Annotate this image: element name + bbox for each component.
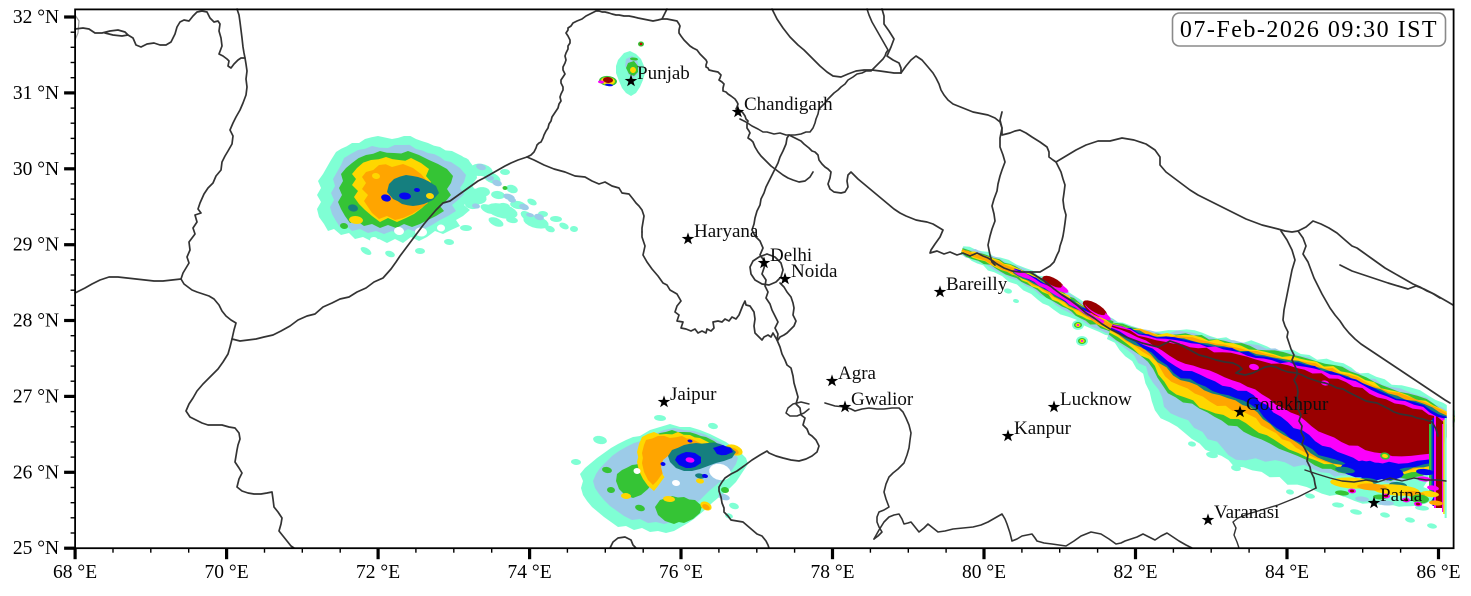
svg-text:Haryana: Haryana [694,221,759,242]
svg-text:Gwalior: Gwalior [851,389,914,410]
svg-text:84 °E: 84 °E [1265,562,1309,583]
svg-text:82 °E: 82 °E [1113,562,1157,583]
svg-text:07-Feb-2026 09:30 IST: 07-Feb-2026 09:30 IST [1180,17,1438,43]
svg-text:70 °E: 70 °E [205,562,249,583]
svg-text:32 °N: 32 °N [13,7,59,28]
svg-text:25 °N: 25 °N [13,538,59,559]
svg-text:Delhi: Delhi [770,245,812,266]
svg-text:30 °N: 30 °N [13,159,59,180]
svg-text:78 °E: 78 °E [810,562,854,583]
svg-text:Agra: Agra [838,363,877,384]
svg-text:86 °E: 86 °E [1416,562,1460,583]
svg-text:Punjab: Punjab [637,63,690,84]
svg-text:Jaipur: Jaipur [670,384,717,405]
svg-text:Lucknow: Lucknow [1060,389,1132,410]
svg-text:Varanasi: Varanasi [1214,502,1279,523]
svg-text:Patna: Patna [1380,485,1423,506]
svg-text:74 °E: 74 °E [508,562,552,583]
svg-text:68 °E: 68 °E [53,562,97,583]
svg-text:76 °E: 76 °E [659,562,703,583]
svg-text:Chandigarh: Chandigarh [744,94,833,115]
svg-text:Gorakhpur: Gorakhpur [1246,394,1329,415]
svg-text:72 °E: 72 °E [356,562,400,583]
svg-text:26 °N: 26 °N [13,462,59,483]
svg-text:Kanpur: Kanpur [1014,418,1072,439]
svg-text:31 °N: 31 °N [13,83,59,104]
svg-text:80 °E: 80 °E [962,562,1006,583]
svg-text:28 °N: 28 °N [13,311,59,332]
svg-text:Bareilly: Bareilly [946,274,1008,295]
svg-text:Noida: Noida [791,261,838,282]
svg-text:29 °N: 29 °N [13,235,59,256]
svg-text:27 °N: 27 °N [13,386,59,407]
